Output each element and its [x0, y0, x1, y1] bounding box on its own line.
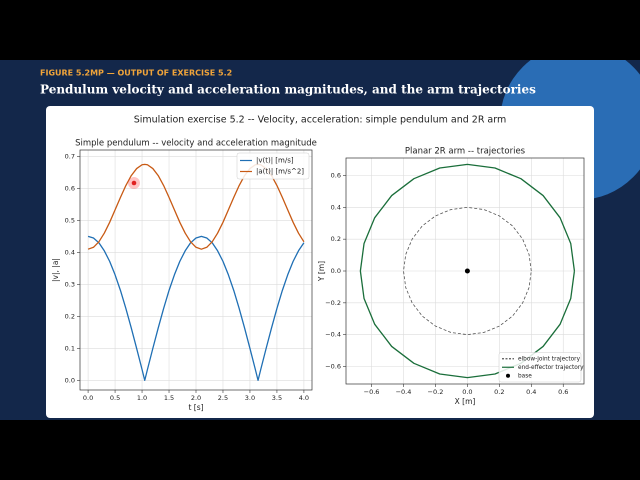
figure-card — [46, 106, 594, 418]
x-tick-label: 1.0 — [137, 394, 147, 402]
x-tick-label: −0.6 — [364, 388, 380, 396]
x-tick-label: 2.0 — [191, 394, 201, 402]
x-axis-label: t [s] — [188, 403, 203, 412]
y-tick-label: 0.0 — [331, 267, 341, 275]
x-tick-label: 3.0 — [245, 394, 255, 402]
legend-label: base — [518, 373, 532, 379]
y-tick-label: −0.4 — [325, 331, 341, 339]
x-axis-label: X [m] — [455, 397, 476, 406]
plot-frame — [79, 149, 313, 391]
chart-title: Simple pendulum -- velocity and accelera… — [75, 139, 317, 149]
y-axis-label: Y [m] — [317, 261, 326, 282]
x-tick-label: 0.4 — [526, 388, 536, 396]
plot-frame — [345, 157, 585, 385]
x-tick-label: 0.0 — [462, 388, 472, 396]
base-point — [464, 268, 470, 274]
x-tick-label: 0.2 — [494, 388, 504, 396]
legend-label: |a(t)| [m/s^2] — [256, 168, 304, 176]
x-tick-label: −0.4 — [396, 388, 412, 396]
chart-title: Planar 2R arm -- trajectories — [405, 147, 526, 157]
figure-title: Simulation exercise 5.2 -- Velocity, acc… — [134, 115, 507, 126]
series-line — [87, 235, 305, 382]
y-tick-label: 0.4 — [65, 248, 75, 256]
y-tick-label: 0.6 — [65, 184, 75, 192]
x-tick-label: 2.5 — [218, 394, 228, 402]
legend-box — [498, 352, 582, 383]
legend-label: elbow-joint trajectory — [518, 356, 581, 362]
y-tick-label: 0.2 — [331, 235, 341, 243]
x-tick-label: 0.6 — [558, 388, 568, 396]
y-tick-label: 0.4 — [331, 203, 341, 211]
series-line — [403, 206, 532, 336]
y-tick-label: 0.2 — [65, 312, 75, 320]
x-tick-label: 3.5 — [272, 394, 282, 402]
y-tick-label: 0.5 — [65, 216, 75, 224]
y-tick-label: −0.2 — [325, 299, 341, 307]
legend-box — [236, 152, 310, 180]
x-tick-label: 0.0 — [83, 394, 93, 402]
y-axis-label: |v|, |a| — [51, 258, 60, 282]
y-tick-label: −0.6 — [325, 362, 341, 370]
click-dot — [131, 180, 137, 186]
x-tick-label: 1.5 — [164, 394, 174, 402]
y-tick-label: 0.0 — [65, 376, 75, 384]
legend-swatch — [506, 373, 510, 378]
x-tick-label: 4.0 — [299, 394, 309, 402]
legend-label: end-effector trajectory — [518, 365, 584, 371]
legend-label: |v(t)| [m/s] — [256, 157, 294, 165]
y-tick-label: 0.7 — [65, 152, 75, 160]
x-tick-label: −0.2 — [428, 388, 444, 396]
slide-title: Pendulum velocity and acceleration magni… — [40, 83, 536, 97]
y-tick-label: 0.1 — [65, 344, 75, 352]
y-tick-label: 0.3 — [65, 280, 75, 288]
kicker: FIGURE 5.2MP — OUTPUT OF EXERCISE 5.2 — [40, 69, 232, 78]
y-tick-label: 0.6 — [331, 172, 341, 180]
x-tick-label: 0.5 — [110, 394, 120, 402]
